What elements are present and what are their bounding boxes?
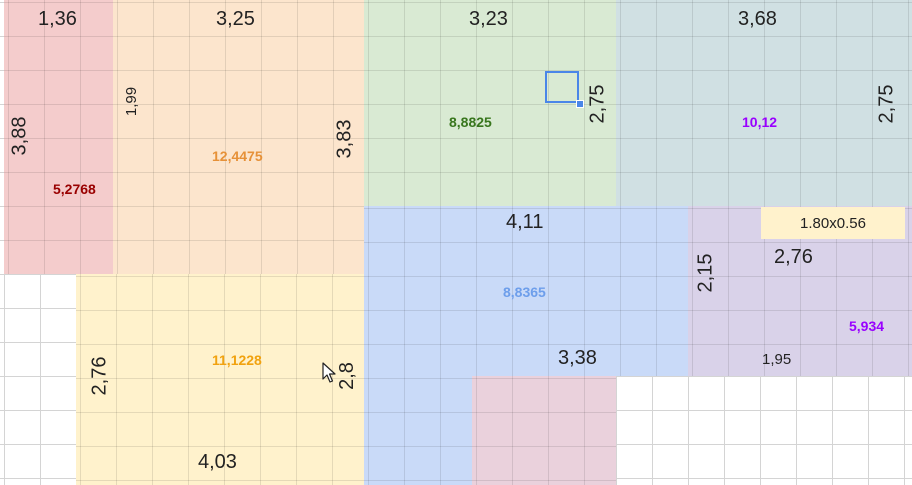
orange-right-height-label: 3,83 xyxy=(333,119,356,159)
blue-area-label: 8,8365 xyxy=(503,284,546,300)
orange-width-label: 3,25 xyxy=(216,8,255,30)
teal-width-label: 3,68 xyxy=(738,8,777,30)
fill-handle[interactable] xyxy=(576,100,584,108)
region-red xyxy=(4,0,113,274)
yellow-bottom-width-label: 4,03 xyxy=(198,451,237,473)
red-height-label: 3,88 xyxy=(8,116,31,156)
blue-top-width-label: 4,11 xyxy=(506,211,544,233)
yellow-left-height-label: 2,76 xyxy=(88,356,111,396)
blue-bottom-width-label: 3,38 xyxy=(558,347,597,369)
region-pink xyxy=(472,376,616,485)
green-area-label: 8,8825 xyxy=(449,114,492,130)
teal-height-label: 2,75 xyxy=(875,84,898,124)
teal-area-label: 10,12 xyxy=(742,114,778,130)
region-green xyxy=(364,0,616,206)
red-width-label: 1,36 xyxy=(38,8,77,30)
orange-area-label: 12,4475 xyxy=(212,148,263,164)
green-height-label: 2,75 xyxy=(586,84,609,124)
orange-left-height-label: 1,99 xyxy=(123,86,141,117)
red-area-label: 5,2768 xyxy=(53,181,96,197)
yellow-area-label: 11,1228 xyxy=(212,352,262,368)
purple-bottom-width-label: 1,95 xyxy=(762,351,792,368)
green-width-label: 3,23 xyxy=(469,8,508,30)
region-blue-bottom xyxy=(364,376,472,485)
region-teal xyxy=(616,0,912,206)
region-orange xyxy=(113,0,364,274)
dimension-badge: 1.80x0.56 xyxy=(761,207,905,239)
yellow-right-height-label: 2,8 xyxy=(335,362,358,390)
region-yellow xyxy=(76,274,364,485)
selected-cell[interactable] xyxy=(545,71,579,103)
mouse-pointer-icon xyxy=(322,362,336,383)
purple-width-label: 2,76 xyxy=(774,246,813,268)
purple-area-label: 5,934 xyxy=(849,318,885,334)
region-blue-top xyxy=(364,206,688,376)
purple-height-label: 2,15 xyxy=(694,253,717,293)
